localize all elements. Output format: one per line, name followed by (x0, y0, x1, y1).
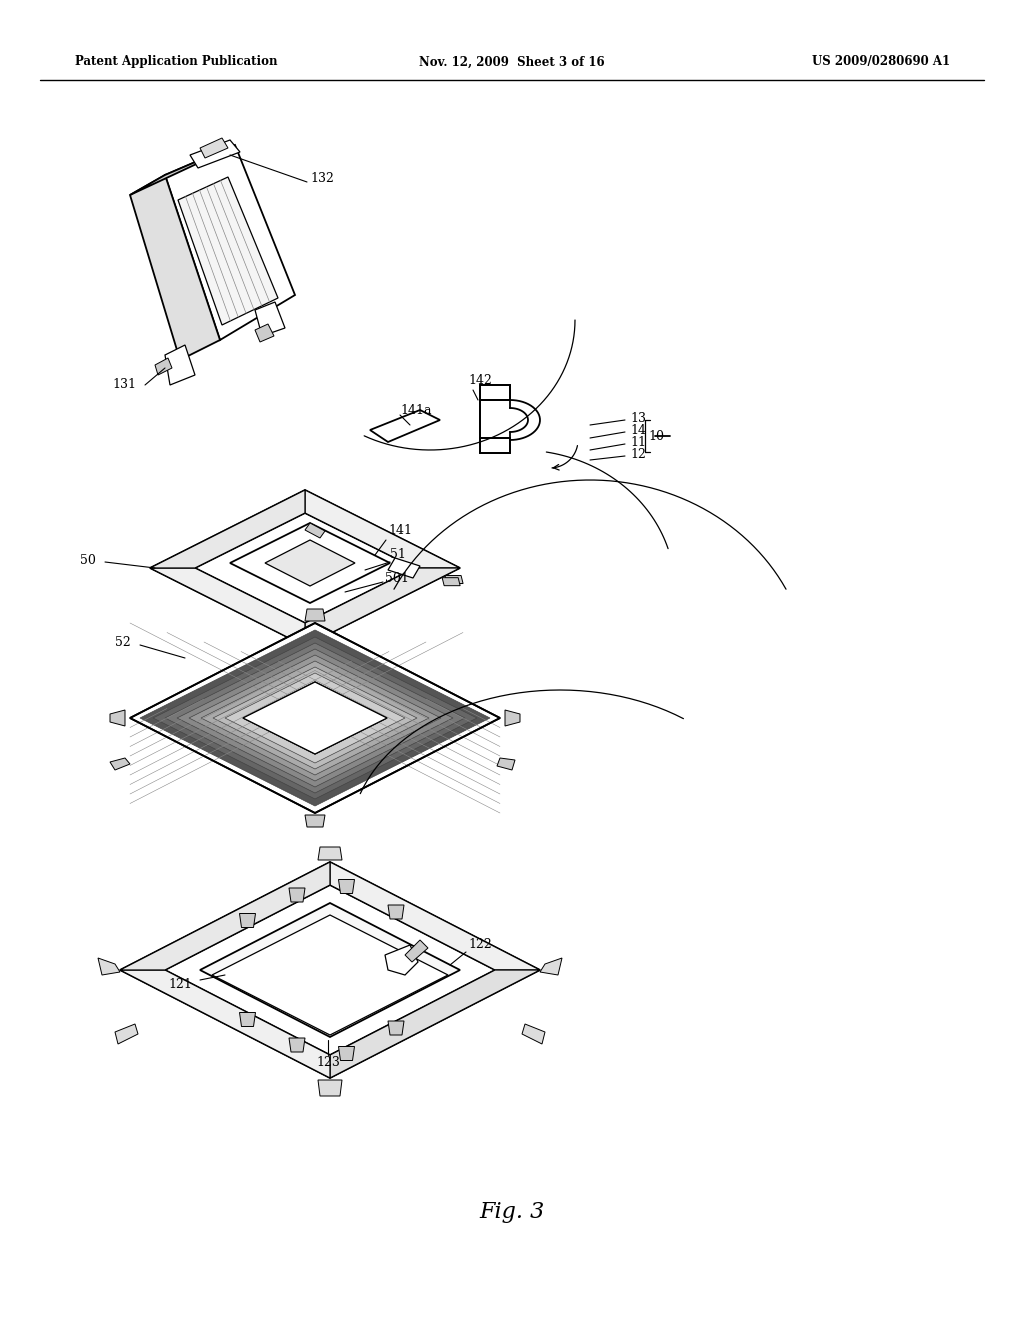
Text: 141: 141 (388, 524, 412, 536)
Polygon shape (165, 643, 465, 793)
Polygon shape (240, 1012, 256, 1027)
Polygon shape (385, 945, 418, 975)
Polygon shape (165, 884, 495, 1055)
Polygon shape (178, 177, 278, 325)
Polygon shape (190, 140, 240, 168)
Polygon shape (505, 710, 520, 726)
Polygon shape (213, 667, 417, 770)
Polygon shape (265, 540, 355, 586)
Polygon shape (289, 1038, 305, 1052)
Polygon shape (305, 814, 325, 828)
Polygon shape (195, 513, 415, 623)
Polygon shape (497, 758, 515, 770)
Polygon shape (305, 523, 325, 539)
Polygon shape (177, 649, 453, 787)
Text: Fig. 3: Fig. 3 (479, 1201, 545, 1224)
Polygon shape (115, 1024, 138, 1044)
Text: US 2009/0280690 A1: US 2009/0280690 A1 (812, 55, 950, 69)
Polygon shape (243, 682, 387, 754)
Polygon shape (200, 139, 228, 158)
Polygon shape (339, 879, 354, 894)
Polygon shape (200, 903, 460, 1038)
Polygon shape (255, 302, 285, 337)
Text: 14: 14 (630, 424, 646, 437)
Polygon shape (445, 576, 463, 583)
Polygon shape (189, 655, 441, 781)
Text: 501: 501 (385, 572, 409, 585)
Polygon shape (330, 862, 540, 970)
Polygon shape (130, 623, 500, 813)
Polygon shape (155, 358, 172, 375)
Text: 12: 12 (630, 447, 646, 461)
Polygon shape (388, 906, 404, 919)
Polygon shape (120, 862, 540, 1078)
Text: 123: 123 (316, 1056, 340, 1068)
Polygon shape (522, 1024, 545, 1044)
Polygon shape (540, 958, 562, 975)
Polygon shape (480, 385, 510, 400)
Polygon shape (150, 568, 305, 645)
Polygon shape (140, 630, 490, 807)
Polygon shape (388, 558, 420, 578)
Polygon shape (305, 490, 460, 568)
Polygon shape (165, 345, 195, 385)
Polygon shape (201, 661, 429, 775)
Text: Nov. 12, 2009  Sheet 3 of 16: Nov. 12, 2009 Sheet 3 of 16 (419, 55, 605, 69)
Polygon shape (243, 682, 387, 754)
Text: 132: 132 (310, 172, 334, 185)
Polygon shape (442, 578, 460, 586)
Polygon shape (289, 888, 305, 902)
Polygon shape (150, 490, 460, 645)
Polygon shape (98, 958, 120, 975)
Polygon shape (318, 1080, 342, 1096)
Polygon shape (230, 523, 390, 603)
Polygon shape (130, 176, 220, 360)
Text: 141a: 141a (400, 404, 431, 417)
Polygon shape (150, 490, 305, 568)
Polygon shape (318, 847, 342, 861)
Text: 13: 13 (630, 412, 646, 425)
Text: 11: 11 (630, 436, 646, 449)
Text: 50: 50 (80, 553, 96, 566)
Text: 52: 52 (115, 635, 131, 648)
Polygon shape (225, 673, 406, 763)
Text: 122: 122 (468, 939, 492, 952)
Polygon shape (255, 323, 274, 342)
Polygon shape (120, 970, 330, 1078)
Polygon shape (305, 609, 325, 620)
Text: 51: 51 (390, 549, 406, 561)
Polygon shape (240, 913, 256, 928)
Polygon shape (120, 862, 330, 970)
Polygon shape (130, 145, 234, 195)
Polygon shape (339, 1047, 354, 1060)
Text: 131: 131 (112, 379, 136, 392)
Polygon shape (110, 710, 125, 726)
Polygon shape (212, 915, 449, 1035)
Text: Patent Application Publication: Patent Application Publication (75, 55, 278, 69)
Polygon shape (330, 970, 540, 1078)
Polygon shape (153, 638, 477, 799)
Polygon shape (480, 438, 510, 453)
Text: 121: 121 (168, 978, 191, 991)
Polygon shape (370, 411, 440, 442)
Polygon shape (165, 145, 295, 341)
Polygon shape (110, 758, 130, 770)
Text: 142: 142 (468, 374, 492, 387)
Polygon shape (406, 940, 428, 962)
Polygon shape (305, 568, 460, 645)
Polygon shape (388, 1020, 404, 1035)
Text: 10: 10 (648, 429, 664, 442)
